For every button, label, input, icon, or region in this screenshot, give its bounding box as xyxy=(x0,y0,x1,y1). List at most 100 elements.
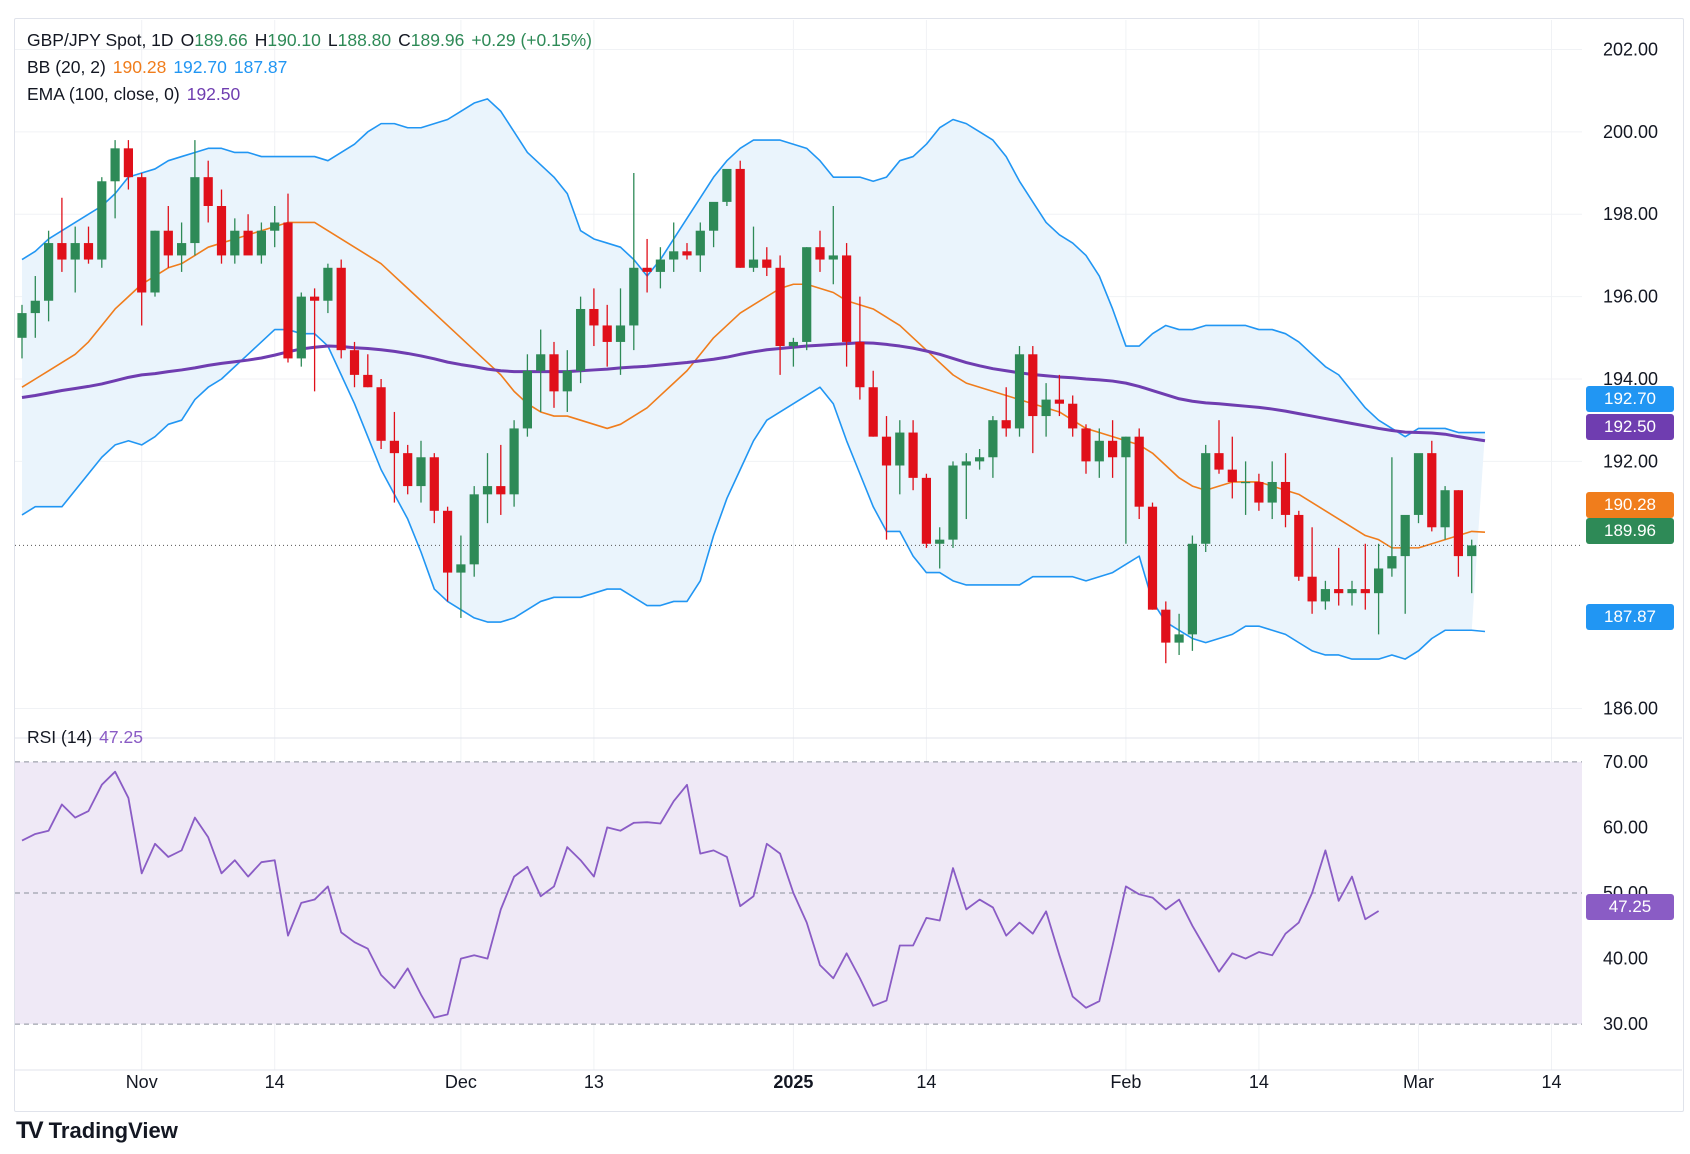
candle-body xyxy=(230,230,240,256)
candle-body xyxy=(1254,481,1264,503)
candle-body xyxy=(775,267,785,347)
price-axis-label: 192.00 xyxy=(1603,451,1658,471)
symbol-title: GBP/JPY Spot, 1D xyxy=(27,30,174,50)
candle-body xyxy=(988,420,998,458)
candle-body xyxy=(376,387,386,441)
candle-body xyxy=(1068,403,1078,429)
ema-tag: 192.50 xyxy=(1586,414,1674,440)
rsi-line xyxy=(21,770,1380,1019)
candle-body xyxy=(190,177,200,244)
time-axis-label: 2025 xyxy=(773,1072,813,1092)
time-axis-label: Feb xyxy=(1110,1072,1141,1092)
candle-body xyxy=(522,370,532,429)
time-axis-label: Nov xyxy=(126,1072,158,1092)
candle-body xyxy=(1267,481,1277,503)
tradingview-logo-icon: TV xyxy=(16,1117,44,1144)
candle-body xyxy=(709,201,719,231)
candle-body xyxy=(509,428,519,495)
candle-body xyxy=(908,432,918,478)
candle-body xyxy=(1374,568,1384,594)
candle-body xyxy=(363,374,373,388)
time-axis-label: Mar xyxy=(1403,1072,1434,1092)
candle-body xyxy=(1413,453,1424,515)
candle-body xyxy=(921,477,931,544)
candle-body xyxy=(1081,428,1091,462)
rsi-band xyxy=(15,761,1582,1025)
bollinger-lower-line xyxy=(21,328,1486,660)
candle-body xyxy=(403,453,413,487)
candle-body xyxy=(669,251,679,260)
candle-body xyxy=(788,341,798,347)
candle-body xyxy=(323,267,333,301)
price-axis-label: 198.00 xyxy=(1603,204,1658,224)
candle-body xyxy=(682,251,692,256)
candle-body xyxy=(842,255,852,342)
bb-lower-value: 187.87 xyxy=(233,57,288,77)
candle-body xyxy=(1453,490,1463,557)
candle-body xyxy=(762,259,772,268)
close-label: C xyxy=(398,30,411,50)
candle-body xyxy=(549,354,559,392)
bb-basis-value: 190.28 xyxy=(112,57,167,77)
candles xyxy=(17,140,1477,664)
candle-body xyxy=(57,243,67,260)
time-axis-label: 14 xyxy=(1249,1072,1269,1092)
rsi-axis-label: 40.00 xyxy=(1603,949,1648,969)
candle-body xyxy=(1161,609,1171,643)
candle-body xyxy=(881,436,892,466)
candle-body xyxy=(1241,481,1251,484)
candle-body xyxy=(1467,545,1477,557)
rsi-axis-label: 30.00 xyxy=(1603,1014,1648,1034)
candle-body xyxy=(83,243,94,260)
change-value: +0.29 (+0.15%) xyxy=(471,30,592,50)
candle-body xyxy=(1201,453,1211,544)
candle-body xyxy=(1147,506,1158,610)
candle-body xyxy=(1094,440,1104,462)
time-axis-label: 14 xyxy=(1541,1072,1561,1092)
candle-body xyxy=(150,230,160,293)
rsi-legend-label: RSI (14) xyxy=(27,727,93,747)
price-axis-label: 196.00 xyxy=(1603,287,1658,307)
rsi-legend-value: 47.25 xyxy=(99,727,143,747)
candle-body xyxy=(748,259,759,268)
candle-body xyxy=(1001,420,1011,429)
candle-body xyxy=(1041,399,1051,417)
candle-body xyxy=(695,230,705,256)
candle-body xyxy=(203,177,213,206)
candle-body xyxy=(1400,514,1410,557)
candle-body xyxy=(562,370,572,392)
candle-body xyxy=(615,325,626,342)
candle-body xyxy=(895,432,905,466)
candle-body xyxy=(935,539,945,544)
candle-body xyxy=(256,230,266,256)
high-value: 190.10 xyxy=(267,30,321,50)
candle-body xyxy=(1440,490,1450,528)
candle-body xyxy=(722,168,732,202)
candle-body xyxy=(576,308,586,371)
candle-body xyxy=(1280,481,1291,515)
candle-body xyxy=(975,457,985,462)
candle-body xyxy=(496,486,506,495)
candle-body xyxy=(815,247,825,260)
tradingview-logo[interactable]: TV TradingView xyxy=(16,1117,178,1145)
candle-body xyxy=(1174,634,1184,643)
time-axis-label: 14 xyxy=(916,1072,936,1092)
candle-body xyxy=(283,222,293,359)
candle-body xyxy=(1054,399,1064,404)
candle-body xyxy=(961,461,971,466)
candle-body xyxy=(735,168,745,268)
time-axis-label: Dec xyxy=(445,1072,477,1092)
candle-body xyxy=(855,341,865,388)
ema-legend-value: 192.50 xyxy=(186,84,241,104)
upper-band-tag: 192.70 xyxy=(1586,386,1674,412)
candle-body xyxy=(1121,436,1131,458)
bb-legend-label: BB (20, 2) xyxy=(27,57,106,77)
bollinger-upper-line xyxy=(21,98,1485,438)
close-value: 189.96 xyxy=(410,30,465,50)
candle-body xyxy=(1227,469,1237,482)
rsi-axis-label: 70.00 xyxy=(1603,752,1648,772)
candle-body xyxy=(629,267,639,326)
ema-legend-label: EMA (100, close, 0) xyxy=(27,84,180,104)
candle-body xyxy=(70,243,80,260)
